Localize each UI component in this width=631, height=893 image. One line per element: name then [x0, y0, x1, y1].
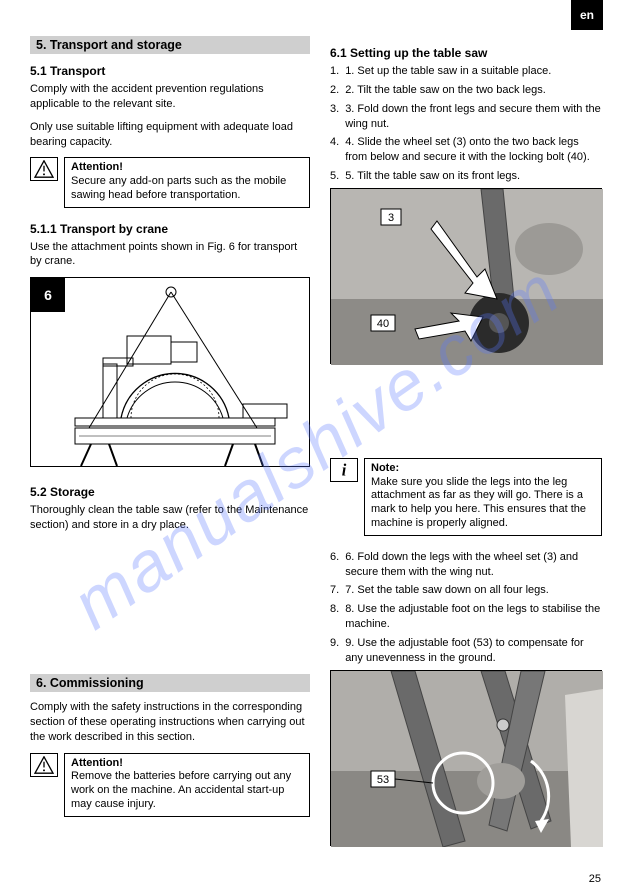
- attention-crane-body: Secure any add-on parts such as the mobi…: [71, 175, 303, 203]
- heading-6-1: 6.1 Setting up the table saw: [330, 46, 602, 60]
- section-5-title: 5. Transport and storage: [36, 38, 182, 52]
- step-9-text: 9. Use the adjustable foot (53) to compe…: [345, 636, 602, 666]
- attention-crane-callout: Attention! Secure any add-on parts such …: [30, 157, 310, 207]
- fig8-ref-53: 53: [377, 774, 389, 786]
- figure-8: 8 53: [330, 670, 602, 846]
- language-tab-text: en: [580, 8, 594, 22]
- fig7-ref-40: 40: [377, 318, 389, 330]
- attention-crane-text: Attention! Secure any add-on parts such …: [64, 157, 310, 207]
- para-5-1-a: Comply with the accident prevention regu…: [30, 82, 310, 112]
- para-6-intro: Comply with the safety instructions in t…: [30, 700, 310, 745]
- step-3: 3.3. Fold down the front legs and secure…: [330, 102, 602, 132]
- para-5-2: Thoroughly clean the table saw (refer to…: [30, 503, 310, 533]
- warning-icon: [30, 753, 58, 777]
- page-number: 25: [589, 873, 601, 885]
- step-5-num: 5.: [330, 169, 339, 184]
- step-8: 8.8. Use the adjustable foot on the legs…: [330, 602, 602, 632]
- step-3-text: 3. Fold down the front legs and secure t…: [345, 102, 602, 132]
- step-2-num: 2.: [330, 83, 339, 98]
- step-6-text: 6. Fold down the legs with the wheel set…: [345, 550, 602, 580]
- step-7-num: 7.: [330, 583, 339, 598]
- info-icon: i: [330, 458, 358, 482]
- attention-crane-label: Attention!: [71, 161, 123, 173]
- step-4-num: 4.: [330, 135, 339, 165]
- step-5-text: 5. Tilt the table saw on its front legs.: [345, 169, 520, 184]
- attention-battery-callout: Attention! Remove the batteries before c…: [30, 753, 310, 817]
- heading-5-2: 5.2 Storage: [30, 485, 310, 499]
- language-tab: en: [571, 0, 603, 30]
- figure-8-overlay: 53: [331, 671, 603, 847]
- step-1-text: 1. Set up the table saw in a suitable pl…: [345, 64, 551, 79]
- para-5-1-b: Only use suitable lifting equipment with…: [30, 120, 310, 150]
- step-7: 7. 7. Set the table saw down on all four …: [330, 583, 602, 598]
- warning-icon: [30, 157, 58, 181]
- attention-battery-label: Attention!: [71, 757, 123, 769]
- step-8-num: 8.: [330, 602, 339, 632]
- step-2: 2. 2. Tilt the table saw on the two back …: [330, 83, 602, 98]
- section-5-bar: 5. Transport and storage: [30, 36, 310, 54]
- fig7-ref-3: 3: [388, 212, 394, 224]
- svg-text:i: i: [342, 461, 347, 479]
- note-callout: i Note: Make sure you slide the legs int…: [330, 458, 602, 536]
- note-text: Note: Make sure you slide the legs into …: [364, 458, 602, 536]
- step-4-text: 4. Slide the wheel set (3) onto the two …: [345, 135, 602, 165]
- figure-6-drawing: [31, 278, 311, 468]
- figure-7: 7 40 3: [330, 188, 602, 364]
- step-6-num: 6.: [330, 550, 339, 580]
- attention-battery-body: Remove the batteries before carrying out…: [71, 770, 303, 811]
- figure-6: 6: [30, 277, 310, 467]
- heading-5-1-1: 5.1.1 Transport by crane: [30, 222, 310, 236]
- step-6: 6.6. Fold down the legs with the wheel s…: [330, 550, 602, 580]
- step-1-num: 1.: [330, 64, 339, 79]
- step-7-text: 7. Set the table saw down on all four le…: [345, 583, 549, 598]
- section-6-title: 6. Commissioning: [36, 676, 144, 690]
- figure-6-number: 6: [31, 278, 65, 312]
- step-9-num: 9.: [330, 636, 339, 666]
- step-1: 1. 1. Set up the table saw in a suitable …: [330, 64, 602, 79]
- note-body: Make sure you slide the legs into the le…: [371, 476, 595, 531]
- step-3-num: 3.: [330, 102, 339, 132]
- para-crane: Use the attachment points shown in Fig. …: [30, 240, 310, 270]
- note-label: Note:: [371, 462, 399, 474]
- heading-5-1: 5.1 Transport: [30, 64, 310, 78]
- attention-battery-text: Attention! Remove the batteries before c…: [64, 753, 310, 817]
- figure-7-overlay: 40 3: [331, 189, 603, 365]
- step-8-text: 8. Use the adjustable foot on the legs t…: [345, 602, 602, 632]
- step-5: 5. 5. Tilt the table saw on its front leg…: [330, 169, 602, 184]
- step-9: 9.9. Use the adjustable foot (53) to com…: [330, 636, 602, 666]
- step-4: 4.4. Slide the wheel set (3) onto the tw…: [330, 135, 602, 165]
- section-6-bar: 6. Commissioning: [30, 674, 310, 692]
- step-2-text: 2. Tilt the table saw on the two back le…: [345, 83, 546, 98]
